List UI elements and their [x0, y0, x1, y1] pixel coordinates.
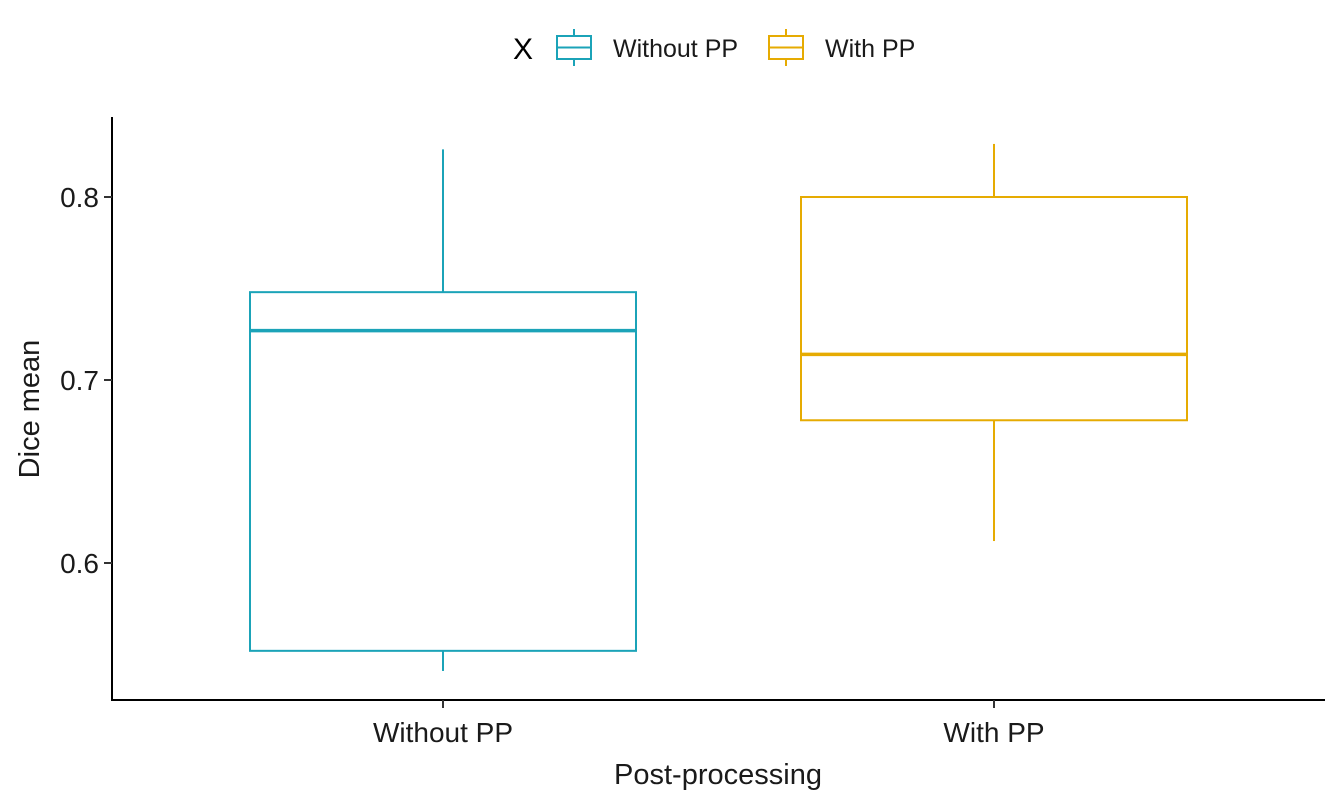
box-without-pp — [249, 149, 637, 671]
legend-item: With PP — [768, 29, 915, 66]
legend-label: Without PP — [613, 35, 738, 63]
legend-label: With PP — [825, 35, 915, 63]
iqr-box — [249, 291, 637, 652]
y-tick-label: 0.6 — [60, 548, 99, 579]
y-axis-title: Dice mean — [14, 340, 46, 479]
x-tick-label: With PP — [943, 717, 1044, 748]
legend-title: X — [513, 33, 533, 66]
axes: 0.6 0.7 0.8 Without PP With PP Post-processin… — [14, 117, 1325, 791]
x-tick-label: Without PP — [373, 717, 513, 748]
plot-area — [249, 143, 1188, 671]
box-with-pp — [800, 143, 1188, 542]
iqr-box — [800, 196, 1188, 422]
legend-item: Without PP — [556, 29, 738, 66]
y-tick-label: 0.7 — [60, 365, 99, 396]
legend: X Without PP With PP — [513, 29, 915, 66]
x-axis-title: Post-processing — [614, 759, 822, 791]
y-tick-label: 0.8 — [60, 182, 99, 213]
